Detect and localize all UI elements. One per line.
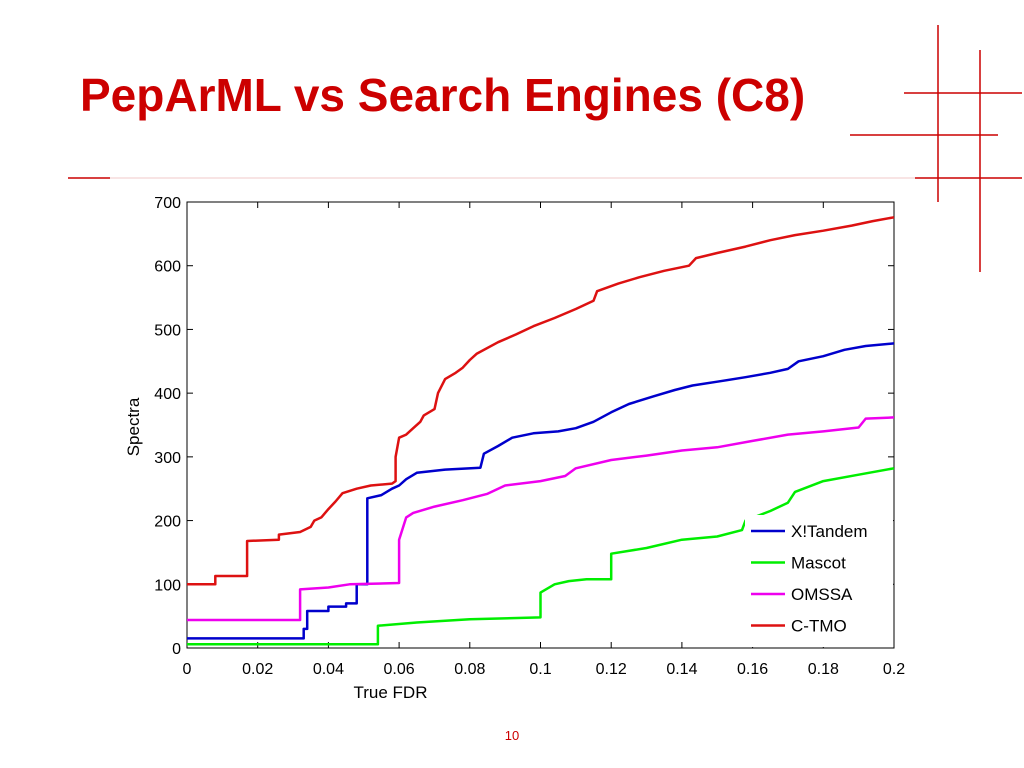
x-tick-label: 0.18	[808, 661, 839, 678]
series-line-x-tandem	[187, 342, 895, 640]
x-tick-label: 0.1	[529, 661, 551, 678]
y-tick-label: 600	[154, 259, 181, 276]
x-tick-label: 0.06	[384, 661, 415, 678]
y-axis-label: Spectra	[124, 397, 143, 456]
legend-label: C-TMO	[791, 617, 847, 636]
y-tick-label: 300	[154, 450, 181, 467]
x-tick-label: 0.2	[883, 661, 905, 678]
x-axis-label: True FDR	[354, 683, 428, 702]
series-line-mascot	[187, 467, 895, 646]
x-tick-label: 0.02	[242, 661, 273, 678]
x-tick-label: 0.12	[596, 661, 627, 678]
y-tick-label: 0	[172, 641, 181, 658]
legend-label: X!Tandem	[791, 522, 868, 541]
y-tick-label: 700	[154, 195, 181, 212]
x-tick-label: 0	[183, 661, 192, 678]
axes: 0 0.02 0.04 0.06 0.08 0.1 0.12 0.14 0.16 0.18 0.2 0…	[124, 195, 905, 702]
x-tick-label: 0.08	[454, 661, 485, 678]
x-tick-label: 0.04	[313, 661, 344, 678]
slide-title: PepArML vs Search Engines (C8)	[80, 69, 806, 121]
y-tick-label: 400	[154, 386, 181, 403]
legend: X!Tandem Mascot OMSSA C-TMO	[745, 515, 893, 647]
page-number: 10	[504, 728, 520, 743]
x-tick-label: 0.16	[737, 661, 768, 678]
legend-label: OMSSA	[791, 585, 853, 604]
y-tick-label: 500	[154, 322, 181, 339]
y-tick-label: 100	[154, 577, 181, 594]
series-line-omssa	[187, 416, 895, 622]
y-tick-label: 200	[154, 514, 181, 531]
series-line-c-tmo	[187, 216, 895, 586]
legend-label: Mascot	[791, 554, 846, 573]
series-lines	[187, 216, 895, 646]
x-tick-label: 0.14	[666, 661, 697, 678]
